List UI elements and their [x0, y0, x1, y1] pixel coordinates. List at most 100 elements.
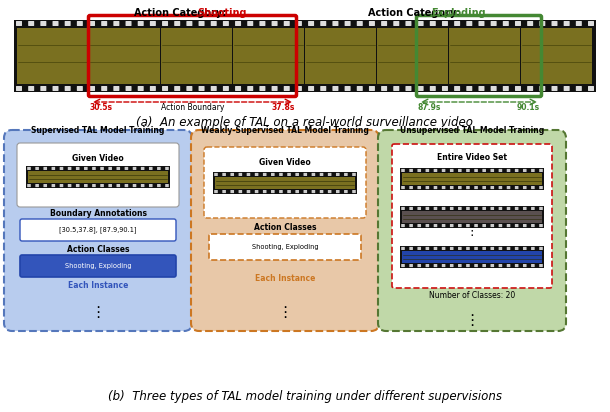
FancyBboxPatch shape — [223, 86, 229, 91]
FancyBboxPatch shape — [109, 167, 112, 170]
FancyBboxPatch shape — [284, 21, 290, 26]
FancyBboxPatch shape — [328, 190, 331, 193]
FancyBboxPatch shape — [68, 184, 71, 187]
FancyBboxPatch shape — [246, 173, 250, 176]
FancyBboxPatch shape — [65, 86, 71, 91]
FancyBboxPatch shape — [231, 173, 234, 176]
FancyBboxPatch shape — [478, 21, 484, 26]
FancyBboxPatch shape — [564, 21, 570, 26]
FancyBboxPatch shape — [523, 169, 526, 172]
FancyBboxPatch shape — [498, 186, 502, 189]
FancyBboxPatch shape — [369, 21, 375, 26]
FancyBboxPatch shape — [417, 207, 421, 210]
FancyBboxPatch shape — [246, 190, 250, 193]
Text: Action Category:: Action Category: — [368, 8, 464, 18]
Text: ⋮: ⋮ — [90, 305, 106, 320]
FancyBboxPatch shape — [369, 86, 375, 91]
Text: (a)  An example of TAL on a real-world surveillance video: (a) An example of TAL on a real-world su… — [137, 116, 473, 129]
FancyBboxPatch shape — [474, 207, 478, 210]
Text: Supervised TAL Model Training: Supervised TAL Model Training — [31, 126, 165, 135]
FancyBboxPatch shape — [458, 247, 462, 250]
FancyBboxPatch shape — [426, 207, 429, 210]
FancyBboxPatch shape — [434, 186, 437, 189]
FancyBboxPatch shape — [77, 21, 83, 26]
FancyBboxPatch shape — [458, 186, 462, 189]
Text: (b)  Three types of TAL model training under different supervisions: (b) Three types of TAL model training un… — [108, 390, 502, 403]
FancyBboxPatch shape — [442, 207, 445, 210]
Text: Shooting, Exploding: Shooting, Exploding — [65, 263, 131, 269]
Text: ⋮: ⋮ — [466, 225, 478, 237]
FancyBboxPatch shape — [531, 264, 535, 267]
FancyBboxPatch shape — [498, 169, 502, 172]
FancyBboxPatch shape — [458, 224, 462, 227]
FancyBboxPatch shape — [165, 167, 169, 170]
Text: Action Category:: Action Category: — [134, 8, 229, 18]
FancyBboxPatch shape — [539, 21, 545, 26]
FancyBboxPatch shape — [507, 224, 511, 227]
FancyBboxPatch shape — [527, 86, 533, 91]
FancyBboxPatch shape — [101, 21, 107, 26]
FancyBboxPatch shape — [539, 207, 543, 210]
FancyBboxPatch shape — [551, 86, 558, 91]
FancyBboxPatch shape — [576, 86, 582, 91]
FancyBboxPatch shape — [458, 207, 462, 210]
FancyBboxPatch shape — [279, 190, 283, 193]
FancyBboxPatch shape — [515, 247, 518, 250]
FancyBboxPatch shape — [16, 21, 22, 26]
FancyBboxPatch shape — [576, 21, 582, 26]
FancyBboxPatch shape — [430, 86, 436, 91]
FancyBboxPatch shape — [133, 167, 136, 170]
FancyBboxPatch shape — [308, 86, 314, 91]
FancyBboxPatch shape — [409, 264, 413, 267]
FancyBboxPatch shape — [235, 21, 241, 26]
FancyBboxPatch shape — [4, 130, 192, 331]
Bar — [213, 172, 357, 194]
FancyBboxPatch shape — [588, 86, 594, 91]
FancyBboxPatch shape — [345, 86, 351, 91]
FancyBboxPatch shape — [401, 247, 405, 250]
FancyBboxPatch shape — [101, 86, 107, 91]
FancyBboxPatch shape — [138, 86, 144, 91]
FancyBboxPatch shape — [406, 21, 412, 26]
FancyBboxPatch shape — [304, 190, 307, 193]
FancyBboxPatch shape — [498, 264, 502, 267]
FancyBboxPatch shape — [174, 21, 180, 26]
FancyBboxPatch shape — [417, 224, 421, 227]
FancyBboxPatch shape — [426, 247, 429, 250]
Bar — [402, 173, 542, 185]
FancyBboxPatch shape — [100, 184, 104, 187]
FancyBboxPatch shape — [478, 86, 484, 91]
FancyBboxPatch shape — [344, 173, 348, 176]
FancyBboxPatch shape — [352, 190, 356, 193]
FancyBboxPatch shape — [503, 21, 509, 26]
FancyBboxPatch shape — [126, 86, 132, 91]
Bar — [28, 171, 168, 183]
FancyBboxPatch shape — [20, 219, 176, 241]
FancyBboxPatch shape — [490, 247, 494, 250]
FancyBboxPatch shape — [191, 130, 379, 331]
FancyBboxPatch shape — [539, 169, 543, 172]
FancyBboxPatch shape — [162, 86, 168, 91]
Text: Unsupervised TAL Model Training: Unsupervised TAL Model Training — [400, 126, 544, 135]
FancyBboxPatch shape — [507, 169, 511, 172]
FancyBboxPatch shape — [222, 173, 226, 176]
FancyBboxPatch shape — [483, 169, 486, 172]
FancyBboxPatch shape — [442, 169, 445, 172]
FancyBboxPatch shape — [450, 264, 453, 267]
Bar — [161, 28, 232, 84]
Bar — [14, 20, 596, 92]
FancyBboxPatch shape — [466, 21, 472, 26]
FancyBboxPatch shape — [239, 173, 242, 176]
FancyBboxPatch shape — [113, 86, 120, 91]
FancyBboxPatch shape — [357, 86, 363, 91]
Text: 30.5s: 30.5s — [90, 103, 113, 112]
FancyBboxPatch shape — [474, 224, 478, 227]
FancyBboxPatch shape — [523, 224, 526, 227]
Bar — [400, 246, 544, 268]
FancyBboxPatch shape — [60, 184, 63, 187]
FancyBboxPatch shape — [295, 173, 299, 176]
FancyBboxPatch shape — [531, 247, 535, 250]
FancyBboxPatch shape — [279, 173, 283, 176]
FancyBboxPatch shape — [76, 184, 79, 187]
FancyBboxPatch shape — [271, 86, 278, 91]
